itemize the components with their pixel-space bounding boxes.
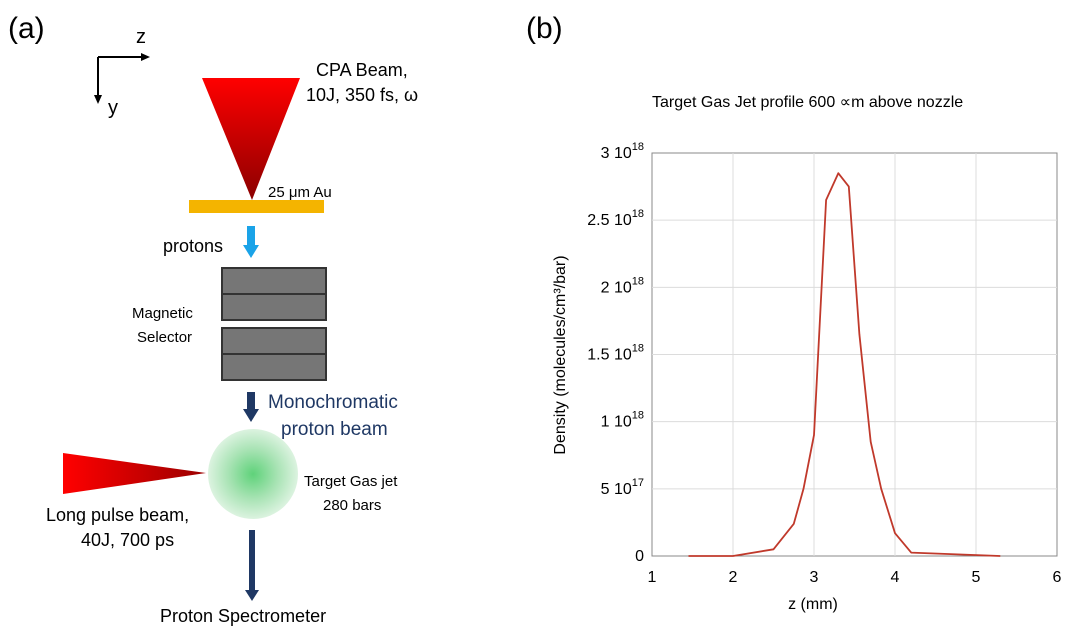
x-tick-label: 2 (729, 569, 738, 586)
x-tick-label: 6 (1053, 569, 1062, 586)
x-tick-label: 4 (891, 569, 900, 586)
magnetic-selector (221, 267, 327, 381)
spectrometer-label: Proton Spectrometer (160, 606, 326, 626)
y-tick-label: 0 (635, 548, 644, 565)
density-series-line (688, 172, 1001, 557)
density-chart: 1 2 3 4 5 6 0 5 1017 1 1018 1.5 1018 2 1018 2.5 101… (587, 141, 1061, 586)
cpa-beam-cone (202, 78, 300, 200)
y-tick-label: 3 1018 (601, 141, 644, 162)
gasjet-label-line1: Target Gas jet (304, 473, 398, 490)
chart-title: Target Gas Jet profile 600 ∝m above nozz… (652, 94, 963, 111)
proton-arrow-icon (243, 226, 259, 258)
longpulse-label-line2: 40J, 700 ps (81, 530, 174, 550)
magnet-label-line2: Selector (137, 329, 192, 346)
y-tick-label: 1 1018 (601, 410, 644, 431)
mono-proton-arrow-icon (243, 392, 259, 422)
x-tick-label: 3 (810, 569, 819, 586)
y-tick-label: 2 1018 (601, 275, 644, 296)
panel-b: (b) Target Gas Jet profile 600 ∝m above … (526, 12, 1062, 613)
x-axis-label: z (mm) (788, 596, 838, 613)
panel-a-tag: (a) (8, 12, 45, 45)
axis-y-label: y (108, 97, 118, 119)
y-tick-label: 1.5 1018 (587, 343, 644, 364)
mono-label-line2: proton beam (281, 419, 388, 440)
coordinate-axes-icon (94, 53, 150, 104)
x-tick-label: 5 (972, 569, 981, 586)
x-tick-label: 1 (648, 569, 657, 586)
long-pulse-beam-cone (63, 453, 206, 494)
y-tick-label: 2.5 1018 (587, 208, 644, 229)
y-tick-label: 5 1017 (601, 477, 644, 498)
gas-jet-target (208, 429, 298, 519)
gasjet-label-line2: 280 bars (323, 497, 381, 514)
magnet-label-line1: Magnetic (132, 305, 193, 322)
spectrometer-arrow-icon (245, 530, 259, 601)
gold-foil-target (189, 200, 324, 213)
mono-label-line1: Monochromatic (268, 392, 398, 413)
axis-z-label: z (136, 26, 146, 48)
panel-b-tag: (b) (526, 12, 563, 45)
cpa-beam-label-line1: CPA Beam, (316, 60, 408, 80)
longpulse-label-line1: Long pulse beam, (46, 505, 189, 525)
y-axis-label: Density (molecules/cm³/bar) (552, 255, 569, 454)
cpa-beam-label-line2: 10J, 350 fs, ω (306, 85, 418, 105)
foil-label: 25 μm Au (268, 184, 332, 201)
protons-label: protons (163, 236, 223, 256)
panel-a: (a) z y CPA Beam, 10J, 350 fs, ω 25 μm A… (8, 12, 418, 626)
